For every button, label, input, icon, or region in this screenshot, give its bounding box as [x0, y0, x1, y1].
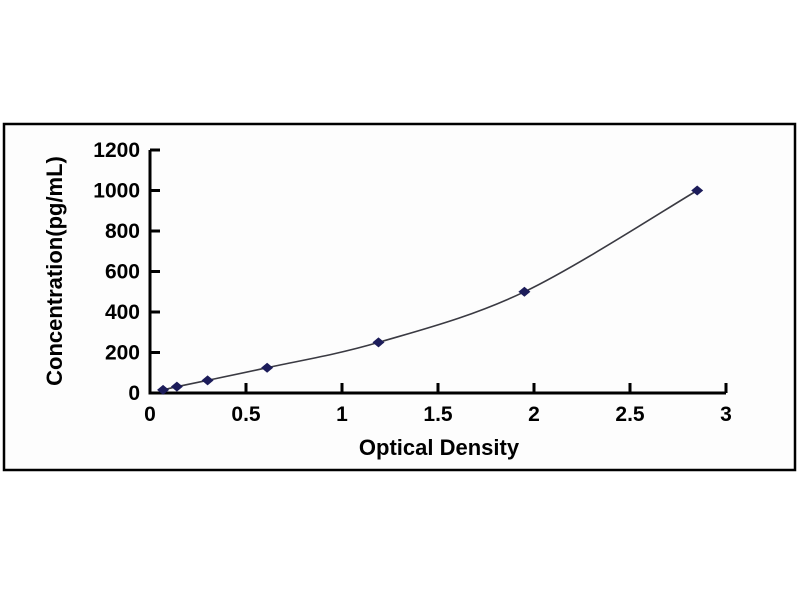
y-tick-label: 400	[105, 301, 140, 324]
data-points	[157, 185, 704, 395]
y-tick-label: 1000	[93, 180, 140, 203]
diamond-marker	[170, 381, 183, 392]
x-tick-label: 2.5	[615, 403, 645, 426]
y-tick-label: 800	[105, 220, 140, 243]
axis-ticks	[148, 148, 728, 395]
x-tick-label: 2	[528, 403, 540, 426]
x-tick-label: 0.5	[231, 403, 261, 426]
x-tick-label: 1	[336, 403, 348, 426]
diamond-marker	[518, 286, 531, 297]
x-axis-title: Optical Density	[359, 435, 520, 460]
x-tick-label: 3	[720, 403, 732, 426]
diamond-marker	[201, 375, 214, 386]
chart-frame	[2, 122, 797, 472]
diamond-marker	[157, 384, 170, 395]
diamond-marker	[261, 362, 274, 373]
y-tick-label: 1200	[93, 139, 140, 162]
diamond-marker	[372, 337, 385, 348]
x-tick-label: 0	[144, 403, 156, 426]
y-tick-label: 200	[105, 342, 140, 365]
x-tick-label: 1.5	[423, 403, 453, 426]
y-axis-title: Concentration(pg/mL)	[42, 156, 67, 386]
y-tick-label: 0	[128, 382, 140, 405]
diamond-marker	[691, 185, 704, 196]
tick-labels: 0 200 400 600 800 1000 1200 0 0.5 1 1.5 2 2.5 3	[93, 139, 732, 426]
y-tick-label: 600	[105, 261, 140, 284]
